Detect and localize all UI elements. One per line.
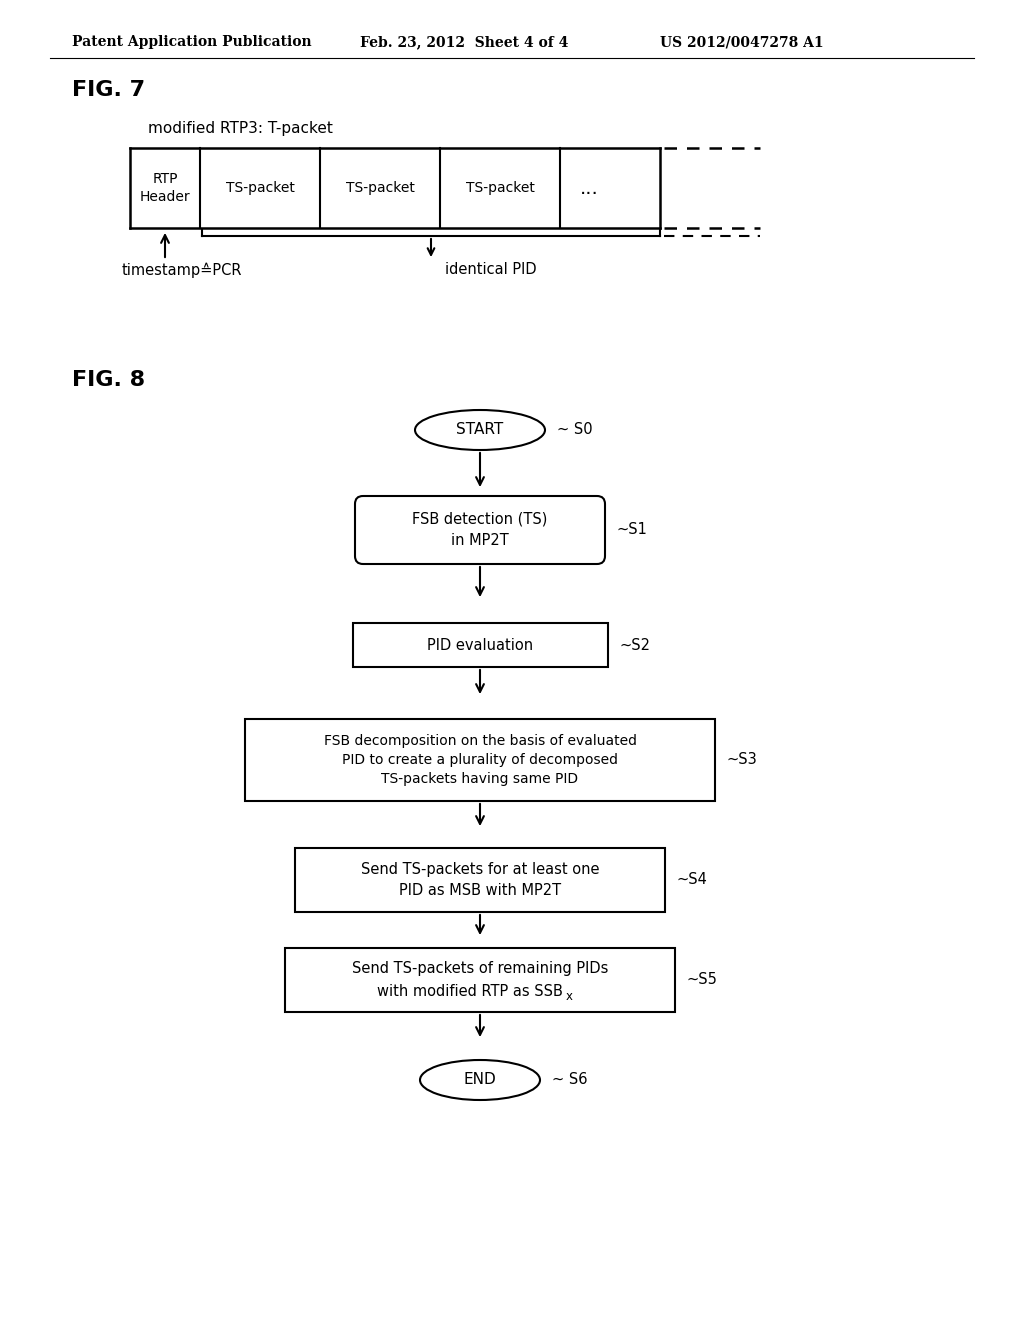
Text: ...: ... (580, 178, 599, 198)
Text: timestamp≙PCR: timestamp≙PCR (122, 263, 243, 277)
Text: Feb. 23, 2012  Sheet 4 of 4: Feb. 23, 2012 Sheet 4 of 4 (360, 36, 568, 49)
Bar (352, 623, 607, 667)
Bar (285, 948, 675, 1012)
Text: ~S1: ~S1 (617, 523, 648, 537)
Text: TS-packet: TS-packet (466, 181, 535, 195)
Text: identical PID: identical PID (445, 263, 537, 277)
Bar (245, 719, 715, 801)
Text: ~S4: ~S4 (677, 873, 708, 887)
Text: START: START (457, 422, 504, 437)
Text: modified RTP3: T-packet: modified RTP3: T-packet (148, 120, 333, 136)
Text: TS-packet: TS-packet (225, 181, 295, 195)
Text: FSB detection (TS)
in MP2T: FSB detection (TS) in MP2T (413, 512, 548, 548)
Text: PID evaluation: PID evaluation (427, 638, 534, 652)
Text: ~ S6: ~ S6 (552, 1072, 588, 1088)
Text: ~S2: ~S2 (620, 638, 650, 652)
Text: RTP
Header: RTP Header (139, 172, 190, 205)
Text: Patent Application Publication: Patent Application Publication (72, 36, 311, 49)
Bar (295, 847, 665, 912)
Text: END: END (464, 1072, 497, 1088)
Text: FIG. 8: FIG. 8 (72, 370, 145, 389)
Text: with modified RTP as SSB: with modified RTP as SSB (377, 985, 563, 999)
Text: US 2012/0047278 A1: US 2012/0047278 A1 (660, 36, 823, 49)
Text: Send TS-packets for at least one
PID as MSB with MP2T: Send TS-packets for at least one PID as … (360, 862, 599, 898)
Text: Send TS-packets of remaining PIDs: Send TS-packets of remaining PIDs (352, 961, 608, 975)
Text: TS-packet: TS-packet (345, 181, 415, 195)
Text: FIG. 7: FIG. 7 (72, 81, 145, 100)
Text: ~S3: ~S3 (727, 752, 758, 767)
Text: ~ S0: ~ S0 (557, 422, 593, 437)
Text: x: x (566, 990, 573, 1002)
Text: ~S5: ~S5 (687, 973, 718, 987)
Text: FSB decomposition on the basis of evaluated
PID to create a plurality of decompo: FSB decomposition on the basis of evalua… (324, 734, 637, 787)
